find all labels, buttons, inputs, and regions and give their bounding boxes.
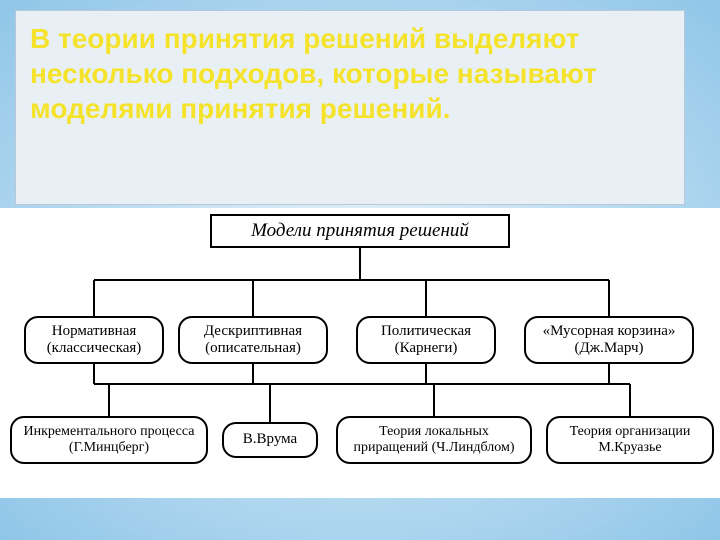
slide: В теории принятия решений выделяют неско… bbox=[0, 0, 720, 540]
headline-panel: В теории принятия решений выделяют неско… bbox=[15, 10, 685, 205]
node-org: Теория организации М.Круазье bbox=[546, 416, 714, 464]
node-incremental: Инкрементального процесса (Г.Минцберг) bbox=[10, 416, 208, 464]
diagram-area: Модели принятия решений Нормативная (клас… bbox=[0, 208, 720, 498]
node-garbage: «Мусорная корзина» (Дж.Марч) bbox=[524, 316, 694, 364]
node-local: Теория локальных приращений (Ч.Линдблом) bbox=[336, 416, 532, 464]
headline-text: В теории принятия решений выделяют неско… bbox=[30, 21, 670, 126]
node-political: Политическая (Карнеги) bbox=[356, 316, 496, 364]
node-root: Модели принятия решений bbox=[210, 214, 510, 248]
node-normative: Нормативная (классическая) bbox=[24, 316, 164, 364]
node-vroom: В.Врума bbox=[222, 422, 318, 458]
node-descriptive: Дескриптивная (описательная) bbox=[178, 316, 328, 364]
